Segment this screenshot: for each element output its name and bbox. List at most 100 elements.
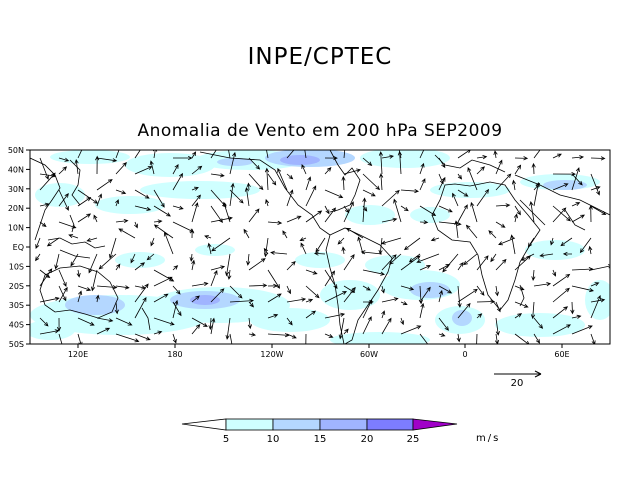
wind-vector xyxy=(248,283,268,288)
wind-vector xyxy=(96,285,118,290)
wind-vector xyxy=(191,281,209,287)
wind-vector xyxy=(39,172,56,191)
wind-vector xyxy=(172,172,183,191)
wind-vector xyxy=(114,301,119,315)
wind-vector xyxy=(228,150,231,159)
wind-vector xyxy=(58,333,63,344)
colorbar-tick: 25 xyxy=(407,434,420,445)
wind-vector xyxy=(362,285,371,291)
wind-vector xyxy=(95,155,100,175)
wind-vector xyxy=(552,273,571,287)
wind-vector xyxy=(590,298,606,303)
wind-vector xyxy=(552,287,570,303)
wind-vector xyxy=(571,202,581,207)
wind-vector xyxy=(476,333,478,344)
wind-vector xyxy=(115,199,120,207)
wind-vector xyxy=(172,301,182,317)
wind-vector xyxy=(381,254,397,271)
wind-vector xyxy=(457,285,462,308)
wind-vector xyxy=(115,317,133,326)
wind-vector xyxy=(490,253,497,263)
wind-vector xyxy=(343,254,355,271)
colorbar-segment xyxy=(412,418,458,431)
wind-vector xyxy=(286,189,294,207)
wind-vector xyxy=(210,265,226,271)
wind-vector xyxy=(511,179,517,191)
wind-vector xyxy=(552,269,557,277)
lon-label: 60E xyxy=(554,350,569,359)
wind-vector xyxy=(570,301,575,315)
wind-vector xyxy=(465,224,478,239)
wind-vector xyxy=(115,285,130,290)
wind-vector xyxy=(229,298,255,303)
reference-vector-label: 20 xyxy=(511,378,524,389)
wind-vector xyxy=(403,237,421,251)
wind-vector xyxy=(324,270,336,287)
wind-vector xyxy=(438,221,462,226)
wind-vector xyxy=(530,301,536,320)
lat-label: 30S xyxy=(9,301,24,310)
wind-vector xyxy=(539,253,554,258)
wind-vector xyxy=(571,155,585,160)
lon-label: 60W xyxy=(360,350,378,359)
wind-vector xyxy=(315,237,326,253)
wind-vector xyxy=(270,250,288,255)
wind-vector xyxy=(495,203,511,208)
wind-vector xyxy=(172,265,179,271)
wind-vector xyxy=(493,150,498,159)
lat-label: 10N xyxy=(8,224,24,233)
wind-vector xyxy=(267,173,277,186)
wind-vector xyxy=(229,285,243,299)
wind-vector xyxy=(379,173,384,191)
wind-vector xyxy=(454,220,459,239)
wind-vector xyxy=(560,237,573,247)
wind-vector xyxy=(39,317,49,327)
wind-vector xyxy=(324,291,348,303)
wind-vector xyxy=(265,198,270,207)
wind-vector xyxy=(172,164,179,175)
coastlines xyxy=(30,150,610,344)
wind-vector xyxy=(419,302,425,319)
wind-vector xyxy=(189,253,194,262)
wind-vector xyxy=(91,269,98,292)
wind-vector xyxy=(153,276,173,287)
wind-vector xyxy=(153,293,169,303)
wind-vector xyxy=(225,317,231,340)
wind-vector xyxy=(552,207,567,223)
wind-vector xyxy=(229,333,233,344)
wind-vector xyxy=(419,162,425,175)
wind-vector xyxy=(93,214,98,223)
latitude-axis: 50N 40N 30N 20N 10N EQ 10S 20S 30S 40S 5… xyxy=(8,146,30,349)
wind-vector xyxy=(39,296,60,303)
wind-vector xyxy=(552,324,572,335)
wind-vector xyxy=(588,245,593,255)
wind-vector xyxy=(343,201,354,223)
wind-vector xyxy=(456,333,461,343)
wind-vector xyxy=(495,173,512,191)
wind-vector xyxy=(95,294,100,303)
wind-vector xyxy=(263,247,269,255)
wind-vector xyxy=(381,310,386,319)
lon-label: 120E xyxy=(68,350,88,359)
wind-vector xyxy=(225,253,231,277)
wind-vector xyxy=(324,333,334,338)
wind-vector xyxy=(345,227,364,239)
wind-vector xyxy=(191,323,201,335)
wind-vector xyxy=(286,333,297,339)
colorbar-segment xyxy=(272,418,321,431)
wind-vector xyxy=(286,297,307,303)
wind-vector xyxy=(248,301,255,308)
wind-vector xyxy=(495,258,507,271)
wind-vector xyxy=(400,317,405,326)
wind-vector xyxy=(419,178,426,191)
wind-vector xyxy=(304,150,307,159)
wind-vector xyxy=(438,317,449,331)
wind-vector xyxy=(381,217,398,223)
wind-vector xyxy=(457,150,471,159)
wind-vector xyxy=(393,198,402,223)
wind-vector xyxy=(457,261,464,271)
wind-vector xyxy=(210,150,217,159)
colorbar-segment xyxy=(366,418,414,431)
wind-vector xyxy=(153,219,163,224)
